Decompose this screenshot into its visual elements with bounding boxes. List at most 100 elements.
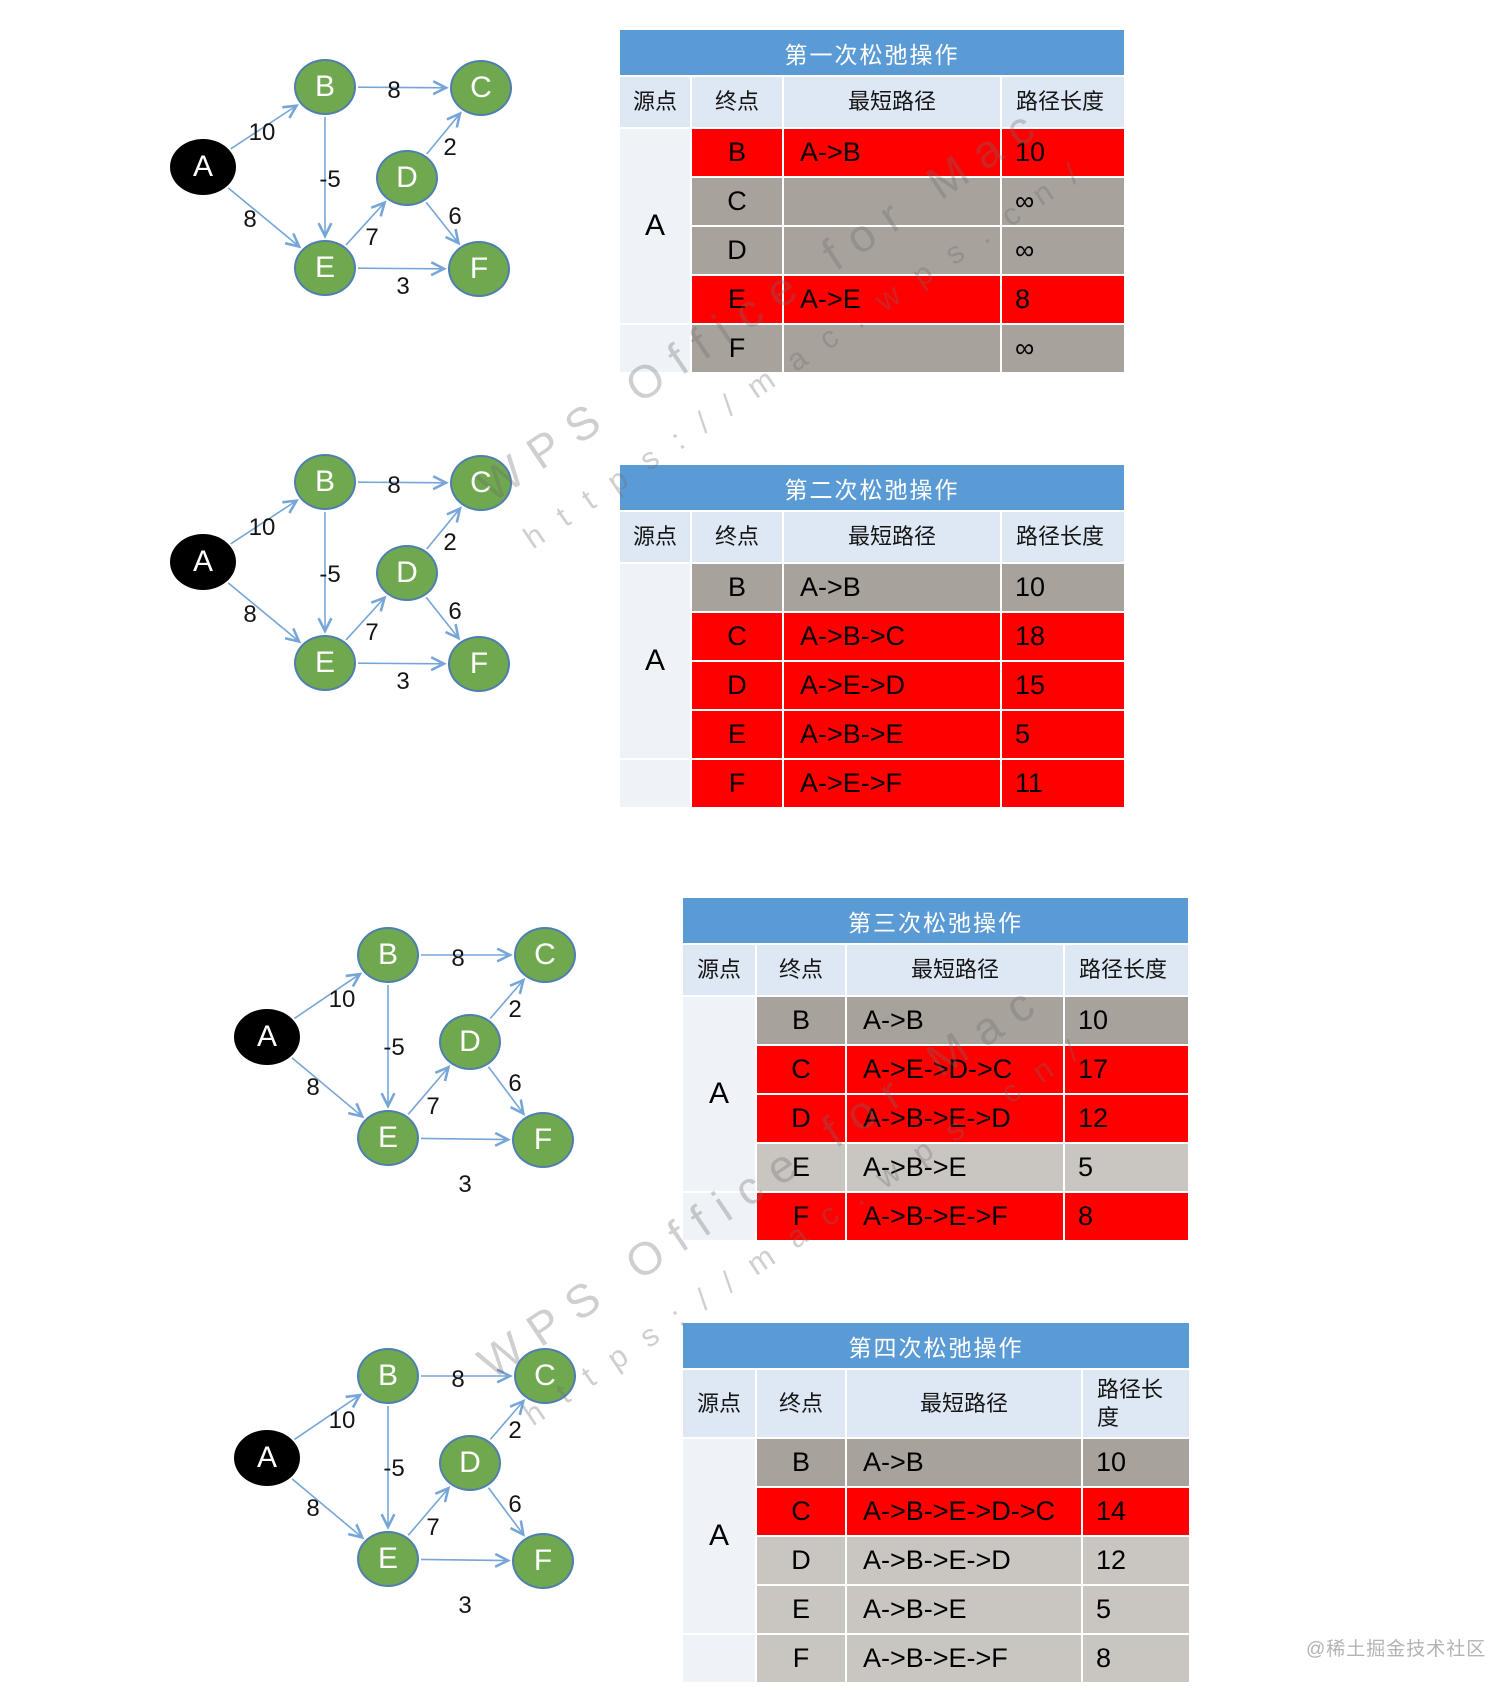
- header-length: 路径长度: [1083, 1370, 1189, 1437]
- source-cell-empty: [620, 760, 690, 807]
- graph-node-B: B: [294, 454, 356, 510]
- header-path: 最短路径: [784, 512, 1000, 562]
- length-cell: 15: [1002, 662, 1124, 709]
- edge-weight-label: 8: [387, 77, 401, 104]
- graph-edge-D-F: [425, 596, 461, 641]
- header-source: 源点: [620, 512, 690, 562]
- graph-node-C: C: [450, 455, 512, 511]
- header-length: 路径长度: [1002, 77, 1124, 127]
- header-dest: 终点: [757, 1370, 845, 1437]
- edge-weight-label: -5: [383, 1455, 405, 1482]
- graph-node-B: B: [357, 927, 419, 983]
- graph-node-F: F: [448, 241, 510, 297]
- path-cell: [784, 227, 1000, 274]
- dest-cell: D: [757, 1537, 845, 1584]
- graph-node-E: E: [357, 1531, 419, 1587]
- edge-weight-label: 8: [451, 945, 465, 972]
- header-dest: 终点: [692, 512, 782, 562]
- length-cell: 12: [1083, 1537, 1189, 1584]
- graph-node-D: D: [439, 1014, 501, 1070]
- edge-weight-label: 2: [508, 1417, 522, 1444]
- dest-cell: C: [757, 1046, 845, 1093]
- path-cell: A->B->E->F: [847, 1635, 1081, 1682]
- dest-cell: F: [757, 1193, 845, 1240]
- length-cell: ∞: [1002, 227, 1124, 274]
- source-cell: A: [683, 1439, 755, 1633]
- graph-edge-E-D: [407, 1065, 451, 1115]
- juejin-credit: @稀土掘金技术社区: [1306, 1639, 1487, 1660]
- dest-cell: B: [692, 129, 782, 176]
- path-cell: A->B->E->D: [847, 1537, 1081, 1584]
- graph-node-F: F: [448, 636, 510, 692]
- path-cell: A->B->E->D: [847, 1095, 1063, 1142]
- length-cell: 10: [1002, 129, 1124, 176]
- dest-cell: B: [757, 997, 845, 1044]
- edge-weight-label: 8: [387, 472, 401, 499]
- path-cell: A->B->E->D->C: [847, 1488, 1081, 1535]
- edge-weight-label: 2: [443, 134, 457, 161]
- edge-weight-label: 7: [365, 224, 379, 251]
- path-cell: A->B: [784, 129, 1000, 176]
- edge-weight-label: 3: [458, 1592, 472, 1619]
- length-cell: 10: [1083, 1439, 1189, 1486]
- graph-node-D: D: [376, 150, 438, 206]
- path-cell: A->E: [784, 276, 1000, 323]
- graph-edge-E-F: [357, 261, 447, 277]
- header-source: 源点: [683, 1370, 755, 1437]
- graph-node-C: C: [514, 1348, 576, 1404]
- edge-weight-label: 8: [243, 601, 257, 628]
- edge-weight-label: 10: [328, 986, 356, 1013]
- dest-cell: F: [692, 760, 782, 807]
- path-cell: A->E->D: [784, 662, 1000, 709]
- graph-node-B: B: [357, 1348, 419, 1404]
- header-path: 最短路径: [847, 945, 1063, 995]
- source-cell: A: [620, 564, 690, 758]
- path-cell: [784, 178, 1000, 225]
- graph-node-D: D: [376, 545, 438, 601]
- dest-cell: F: [692, 325, 782, 372]
- graph-edge-A-E: [227, 187, 302, 249]
- graph-edge-D-F: [487, 1487, 526, 1537]
- dest-cell: C: [757, 1488, 845, 1535]
- path-cell: A->B->C: [784, 613, 1000, 660]
- graph-node-E: E: [294, 635, 356, 691]
- length-cell: 14: [1083, 1488, 1189, 1535]
- source-cell-empty: [620, 325, 690, 372]
- dest-cell: F: [757, 1635, 845, 1682]
- graph-edge-E-F: [420, 1552, 511, 1568]
- graph-edge-A-E: [227, 582, 302, 644]
- edge-weight-label: 6: [508, 1070, 522, 1097]
- length-cell: 8: [1083, 1635, 1189, 1682]
- graph-node-C: C: [514, 927, 576, 983]
- graph-edge-A-B: [293, 1393, 363, 1441]
- graph-node-E: E: [294, 240, 356, 296]
- length-cell: 17: [1065, 1046, 1188, 1093]
- edge-weight-label: 8: [243, 206, 257, 233]
- graph-edge-D-C: [426, 506, 462, 550]
- table-title: 第三次松弛操作: [683, 898, 1188, 943]
- length-cell: 8: [1065, 1193, 1188, 1240]
- header-dest: 终点: [757, 945, 845, 995]
- dest-cell: B: [692, 564, 782, 611]
- path-cell: A->B->E: [847, 1144, 1063, 1191]
- header-source: 源点: [620, 77, 690, 127]
- dest-cell: E: [757, 1586, 845, 1633]
- graph-edge-A-E: [291, 1057, 365, 1119]
- edge-weight-label: 7: [426, 1093, 440, 1120]
- graph-edge-D-C: [489, 977, 526, 1019]
- path-cell: A->B: [784, 564, 1000, 611]
- graph-edge-E-D: [345, 595, 387, 641]
- dest-cell: B: [757, 1439, 845, 1486]
- path-cell: A->B: [847, 997, 1063, 1044]
- graph-node-E: E: [357, 1110, 419, 1166]
- graph-edge-B-C: [357, 475, 449, 491]
- dest-cell: E: [692, 276, 782, 323]
- length-cell: 12: [1065, 1095, 1188, 1142]
- edge-weight-label: 2: [508, 996, 522, 1023]
- table-title: 第四次松弛操作: [683, 1323, 1189, 1368]
- header-length: 路径长度: [1065, 945, 1188, 995]
- length-cell: 8: [1002, 276, 1124, 323]
- path-cell: A->E->D->C: [847, 1046, 1063, 1093]
- graph-node-A: A: [234, 1430, 300, 1486]
